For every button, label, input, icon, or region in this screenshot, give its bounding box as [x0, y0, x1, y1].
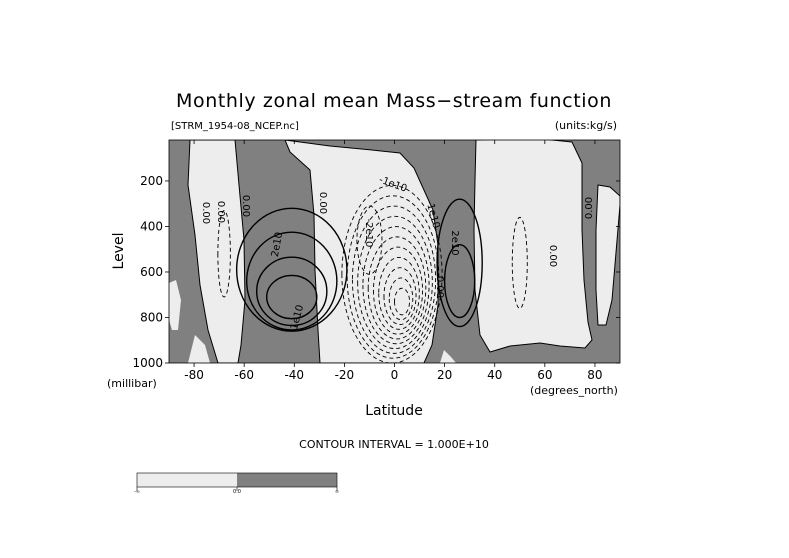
colorbar: -∞ 0.0 ∞: [134, 472, 339, 495]
contour-label: 0.00: [617, 186, 628, 208]
contour-line-negative: [217, 210, 231, 298]
y-tick-label: 400: [140, 219, 163, 233]
colorbar-label-max: ∞: [335, 489, 339, 495]
negative-fill-region: [188, 335, 210, 363]
contour-line-positive: [187, 140, 246, 363]
contour-line-positive: [266, 274, 318, 320]
x-tick-label: 40: [487, 368, 502, 382]
contour-line-positive: [255, 256, 328, 327]
negative-fill-region: [596, 185, 620, 325]
contour-line-negative: [357, 215, 433, 349]
chart-title: Monthly zonal mean Mass−stream function: [176, 90, 612, 112]
contour-label: -2e10: [363, 219, 374, 248]
contour-line-positive: [443, 244, 476, 319]
contour-label: 0.00: [215, 201, 226, 223]
colorbar-label-zero: 0.0: [233, 489, 241, 495]
x-axis-title: Latitude: [365, 403, 423, 419]
y-tick-label: 800: [140, 310, 163, 324]
y-axis-title: Level: [111, 233, 127, 270]
x-tick-label: 80: [587, 368, 602, 382]
contour-line-negative: [378, 257, 420, 330]
contour-line-positive: [595, 184, 620, 326]
contour-label: 0.00: [240, 195, 251, 217]
contour-lines: [187, 140, 620, 363]
contour-line-negative: [373, 246, 424, 335]
contour-label: 2e10: [270, 231, 285, 258]
contour-label: 0.00: [200, 202, 211, 224]
colorbar-negative-swatch: [137, 473, 237, 487]
contour-line-positive: [245, 231, 338, 331]
contour-line-negative: [367, 236, 427, 340]
file-label: [STRM_1954-08_NCEP.nc]: [171, 121, 299, 132]
contour-line-negative: [383, 267, 417, 325]
contour-line-positive: [235, 207, 348, 333]
contour-labels: 0.00 0.00 0.000.000.000.00 0.000.002e101e10…: [200, 175, 628, 331]
y-tick-label: 600: [140, 265, 163, 279]
x-tick-label: -80: [184, 368, 204, 382]
negative-fill-region: [474, 140, 592, 352]
colorbar-label-min: -∞: [134, 489, 140, 495]
contour-line-negative: [362, 226, 430, 345]
y-tick-label: 200: [140, 174, 163, 188]
contour-label: 0.00: [584, 197, 595, 219]
contour-label: 0.00: [317, 192, 328, 214]
contour-line-negative: [346, 195, 440, 359]
contour-line-negative: [341, 185, 443, 363]
y-axis: 200 400 600 800 1000: [132, 174, 620, 370]
contour-line-positive: [436, 198, 483, 328]
contour-label: 2e10: [449, 230, 460, 255]
x-tick-label: -60: [234, 368, 254, 382]
x-tick-label: -20: [335, 368, 355, 382]
y-unit-label: (millibar): [107, 377, 157, 390]
x-axis: -80 -60 -40 -20 0 20 40 60 80: [184, 140, 603, 382]
y-tick-label: 1000: [132, 356, 163, 370]
negative-fill-region: [188, 140, 245, 363]
contour-line-negative: [511, 216, 528, 310]
negative-fill-region: [440, 350, 456, 363]
contour-label: 0.00: [547, 245, 558, 267]
units-label: (units:kg/s): [555, 119, 617, 132]
x-tick-label: 20: [437, 368, 452, 382]
negative-fill-region: [169, 280, 181, 330]
x-tick-label: 60: [537, 368, 552, 382]
contour-line-negative: [351, 205, 437, 354]
negative-fill-region: [476, 140, 490, 155]
contour-label: 0.00: [434, 276, 445, 298]
plot-area: 0.00 0.00 0.000.000.000.00 0.000.002e101e10…: [169, 140, 628, 363]
contour-line-negative: [388, 277, 414, 321]
x-tick-label: 0: [391, 368, 399, 382]
x-unit-label: (degrees_north): [530, 384, 618, 397]
colorbar-positive-swatch: [237, 473, 337, 487]
contour-interval-text: CONTOUR INTERVAL = 1.000E+10: [299, 438, 489, 451]
contour-line-negative: [356, 205, 383, 275]
x-tick-label: -40: [284, 368, 304, 382]
contour-line-positive: [284, 140, 439, 363]
